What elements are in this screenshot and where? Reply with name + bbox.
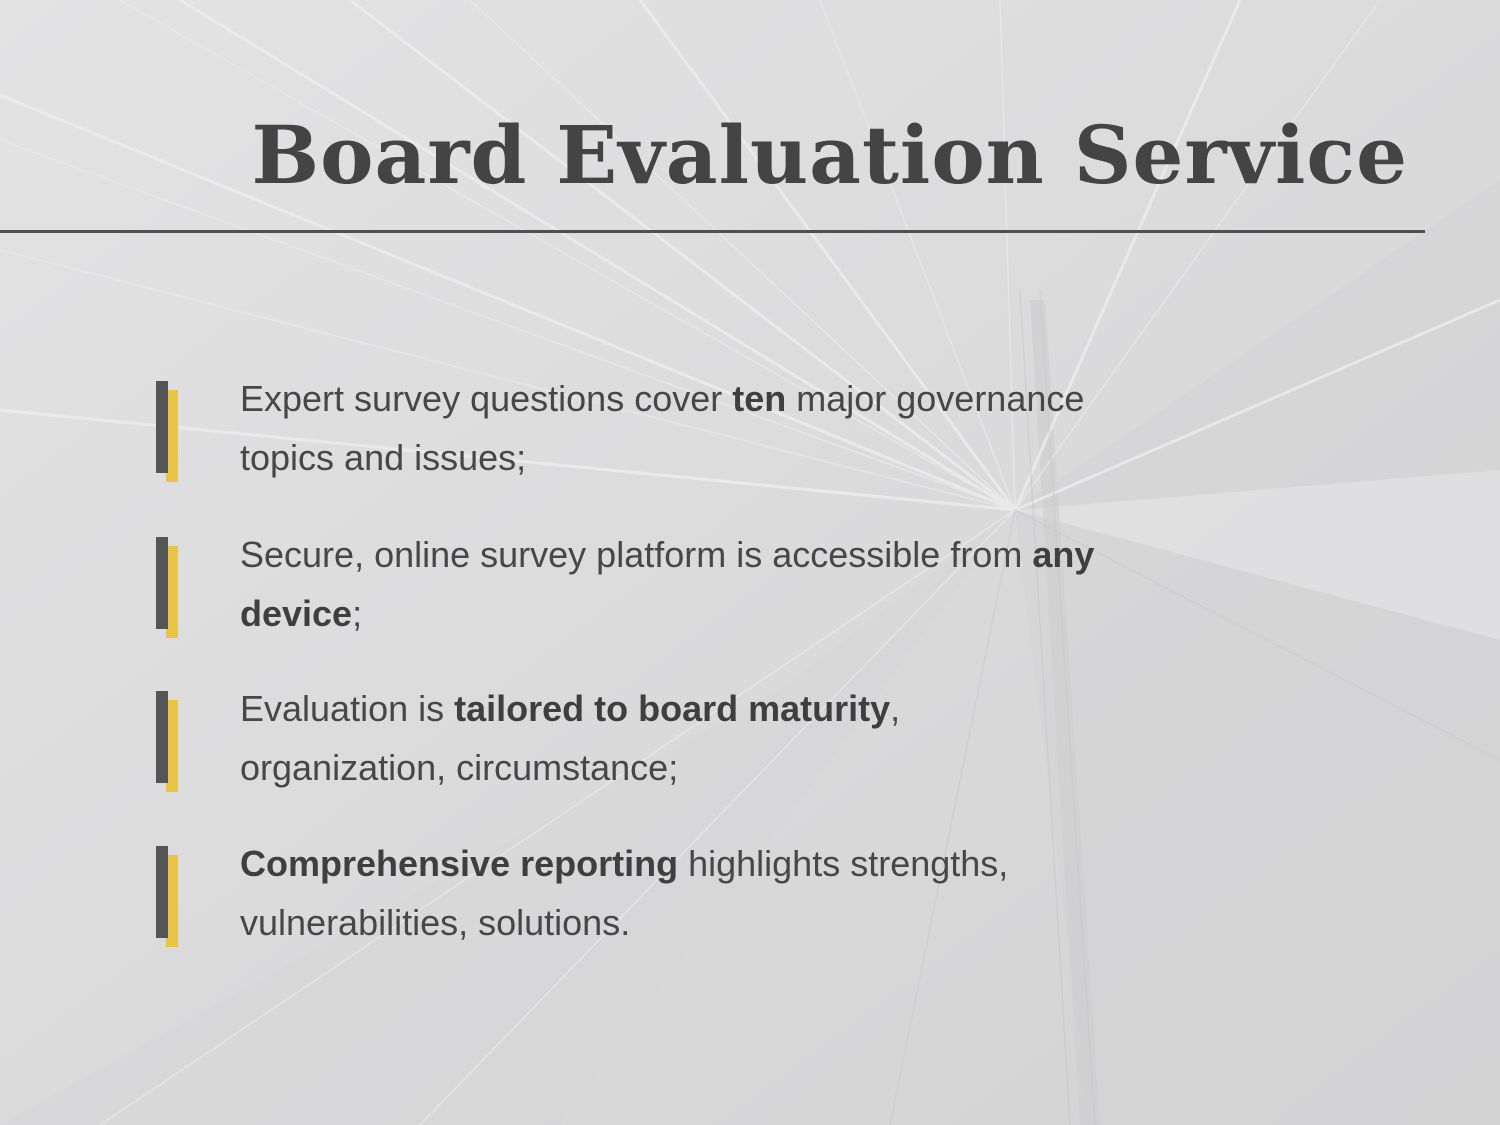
bullet-bar-accent bbox=[166, 855, 178, 947]
bullet-bar-accent bbox=[166, 700, 178, 792]
bullet-text-segment: major governance topics and issues; bbox=[240, 378, 1085, 478]
bullet-text-segment: Evaluation is bbox=[240, 688, 455, 729]
bullet-text-segment: ; bbox=[352, 593, 363, 634]
bullet-bar-main bbox=[156, 381, 168, 473]
bullet-text-emphasis: tailored to board maturity bbox=[454, 688, 891, 729]
bullet-text-emphasis: any device bbox=[240, 534, 1095, 634]
bullet-text-segment: Expert survey questions cover bbox=[240, 378, 733, 419]
bullet-bar-icon bbox=[156, 691, 180, 793]
bullet-text-segment: Secure, online survey platform is access… bbox=[240, 534, 1033, 575]
bullet-text-segment: , organization, circumstance; bbox=[240, 688, 901, 788]
bullet-text-emphasis: Comprehensive reporting bbox=[240, 843, 679, 884]
bullet-text: Expert survey questions cover ten major … bbox=[240, 369, 1110, 487]
slide-title: Board Evaluation Service bbox=[251, 108, 1408, 202]
bullet-text: Comprehensive reporting highlights stren… bbox=[240, 834, 1110, 952]
bullet-bar-icon bbox=[156, 537, 180, 639]
bullet-bar-accent bbox=[166, 546, 178, 638]
bullet-text: Evaluation is tailored to board maturity… bbox=[240, 679, 1110, 797]
bullet-text-segment: highlights strengths, vulnerabilities, s… bbox=[240, 843, 1009, 943]
bullet-text: Secure, online survey platform is access… bbox=[240, 525, 1110, 643]
bullet-bar-main bbox=[156, 691, 168, 783]
bullet-bar-main bbox=[156, 537, 168, 629]
bullet-text-emphasis: ten bbox=[732, 378, 787, 419]
bullet-bar-icon bbox=[156, 846, 180, 948]
title-divider bbox=[0, 230, 1425, 233]
bullet-bar-icon bbox=[156, 381, 180, 483]
bullet-bar-main bbox=[156, 846, 168, 938]
bullet-bar-accent bbox=[166, 390, 178, 482]
